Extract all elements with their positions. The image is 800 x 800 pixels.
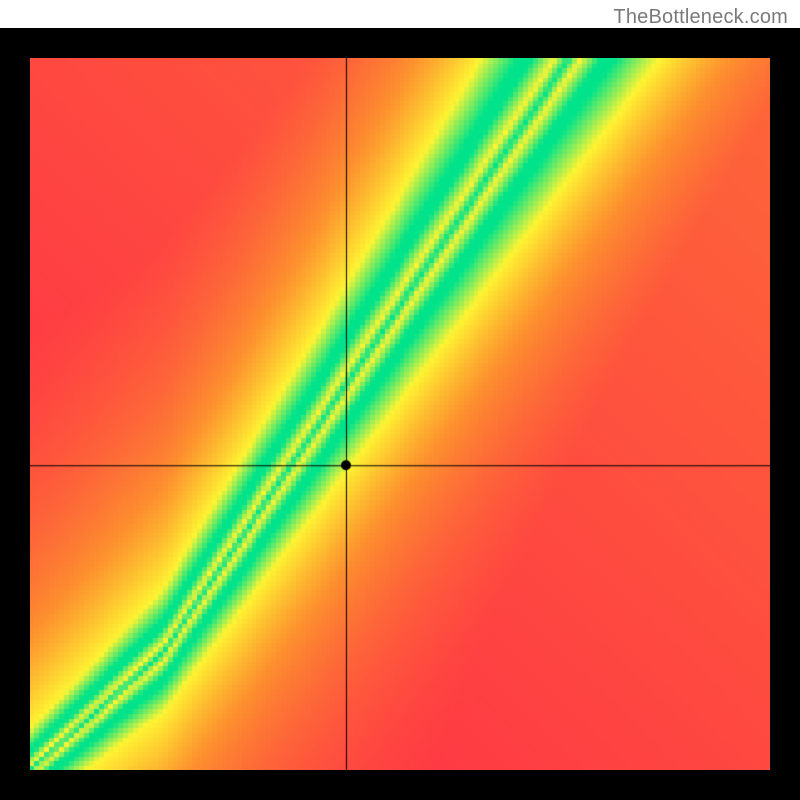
watermark-text: TheBottleneck.com bbox=[613, 6, 788, 29]
chart-outer-frame bbox=[0, 28, 800, 800]
bottleneck-heatmap bbox=[30, 58, 770, 770]
